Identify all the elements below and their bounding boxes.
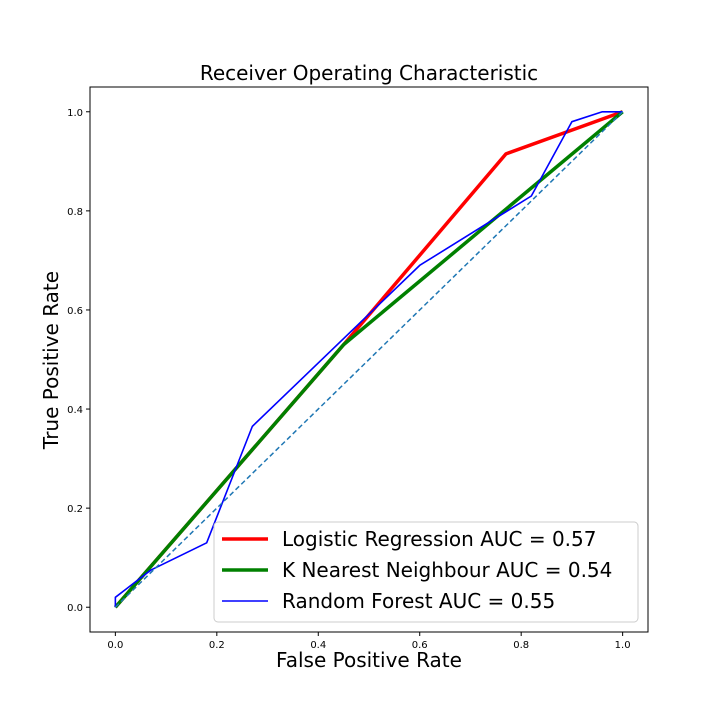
plot-area: 0.0 0.2 0.4 0.6 0.8 1.0 0.0 0.2 0.4 0.6 0.8 1.0 (67, 86, 649, 651)
x-tick-label: 0.0 (107, 640, 123, 651)
x-tick-label: 0.6 (412, 640, 428, 651)
x-tick-label: 0.8 (513, 640, 529, 651)
legend-label: K Nearest Neighbour AUC = 0.54 (282, 558, 612, 582)
y-axis-label: True Positive Rate (39, 271, 63, 450)
x-tick-label: 1.0 (615, 640, 631, 651)
reference-diagonal-line (114, 111, 624, 608)
series-line-k-nearest-neighbour (114, 110, 624, 609)
series-line-random-forest (114, 110, 623, 608)
y-tick-label: 0.2 (67, 504, 83, 515)
legend-box (213, 521, 639, 623)
axes-frame (89, 86, 649, 633)
chart-title: Receiver Operating Characteristic (200, 61, 538, 85)
x-axis-label: False Positive Rate (276, 648, 462, 672)
y-tick-label: 1.0 (67, 108, 83, 119)
legend: Logistic Regression AUC = 0.57 K Nearest … (213, 521, 639, 623)
y-tick-label: 0.0 (67, 603, 83, 614)
legend-label: Random Forest AUC = 0.55 (282, 589, 555, 613)
x-tick-label: 0.4 (310, 640, 326, 651)
y-tick-label: 0.6 (67, 306, 83, 317)
x-tick-label: 0.2 (209, 640, 225, 651)
legend-label: Logistic Regression AUC = 0.57 (282, 527, 597, 551)
y-tick-label: 0.8 (67, 207, 83, 218)
y-tick-label: 0.4 (67, 405, 83, 416)
